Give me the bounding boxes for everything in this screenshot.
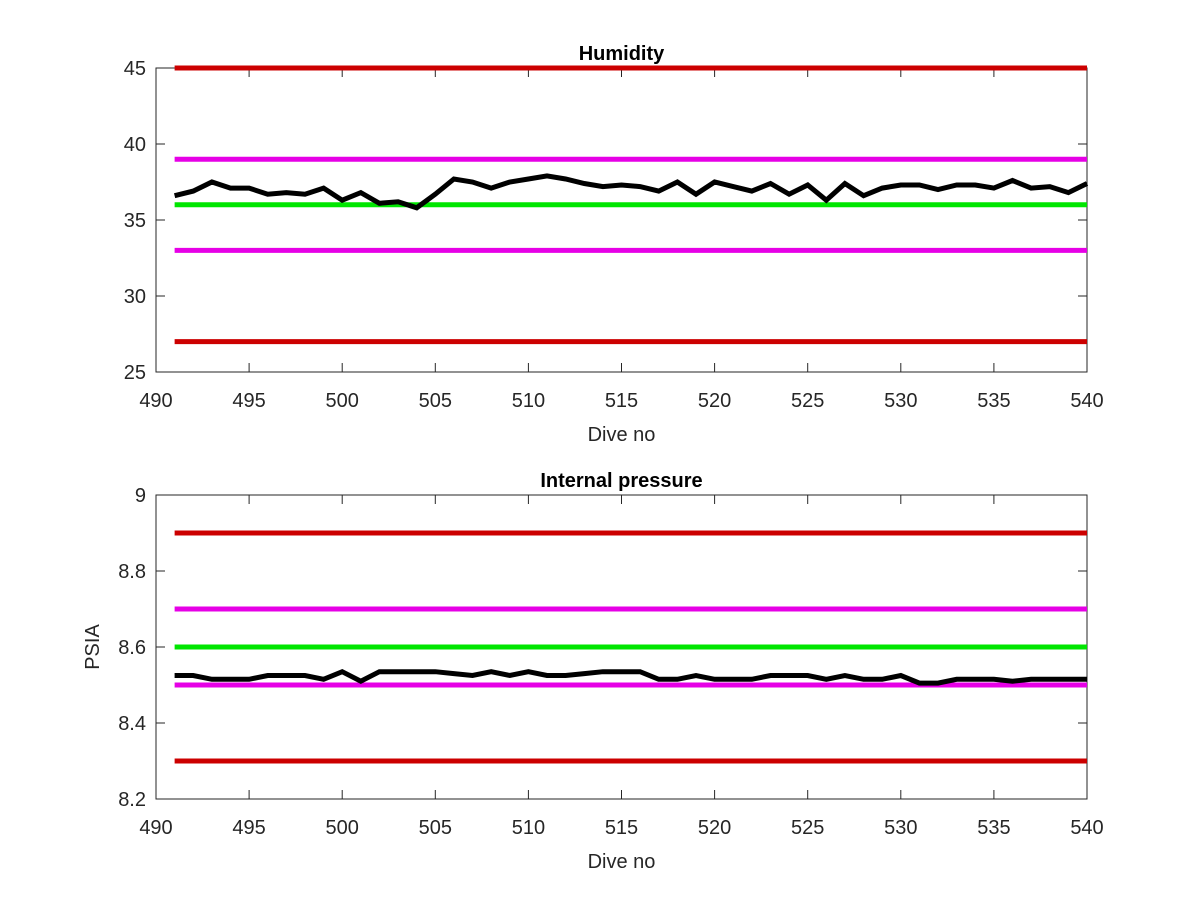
y-tick-label: 8.8 — [118, 561, 146, 583]
humidity-panel: 25 30 35 40 45 490 495 500 505 510 515 520 525 530 535… — [124, 43, 1104, 446]
y-tick-label: 30 — [124, 286, 146, 308]
x-tick-label: 535 — [977, 817, 1010, 839]
y-tick-label: 45 — [124, 58, 146, 80]
x-tick-label: 495 — [232, 390, 265, 412]
x-axis-label: Dive no — [588, 851, 656, 873]
x-tick-label: 520 — [698, 817, 731, 839]
y-tick-label: 25 — [124, 362, 146, 384]
y-tick-label: 9 — [135, 485, 146, 507]
y-tick-label: 8.2 — [118, 789, 146, 811]
series-line — [173, 173, 1089, 211]
x-axis-label: Dive no — [588, 424, 656, 446]
x-tick-label: 530 — [884, 390, 917, 412]
x-tick-label: 515 — [605, 390, 638, 412]
x-tick-label: 510 — [512, 817, 545, 839]
y-tick-label: 40 — [124, 134, 146, 156]
chart-title: Humidity — [579, 43, 665, 65]
x-tick-label: 500 — [326, 390, 359, 412]
x-tick-label: 500 — [326, 817, 359, 839]
x-tick-label: 520 — [698, 390, 731, 412]
internal-pressure-panel: 8.2 8.4 8.6 8.8 9 490 495 500 505 510 515 520 525 530… — [82, 470, 1104, 873]
plot-area — [155, 67, 1088, 373]
x-tick-label: 535 — [977, 390, 1010, 412]
y-tick-label: 8.6 — [118, 637, 146, 659]
x-tick-label: 505 — [419, 390, 452, 412]
y-axis-label: PSIA — [82, 624, 104, 670]
x-tick-label: 525 — [791, 390, 824, 412]
x-tick-label: 510 — [512, 390, 545, 412]
x-tick-label: 490 — [139, 390, 172, 412]
y-tick-label: 8.4 — [118, 713, 146, 735]
x-tick-label: 495 — [232, 817, 265, 839]
x-tick-label: 540 — [1070, 817, 1103, 839]
x-tick-label: 490 — [139, 817, 172, 839]
x-tick-label: 540 — [1070, 390, 1103, 412]
x-tick-label: 525 — [791, 817, 824, 839]
chart-title: Internal pressure — [540, 470, 702, 492]
series-line — [174, 668, 1087, 686]
x-tick-label: 515 — [605, 817, 638, 839]
y-tick-label: 35 — [124, 210, 146, 232]
x-tick-label: 505 — [419, 817, 452, 839]
x-tick-label: 530 — [884, 817, 917, 839]
